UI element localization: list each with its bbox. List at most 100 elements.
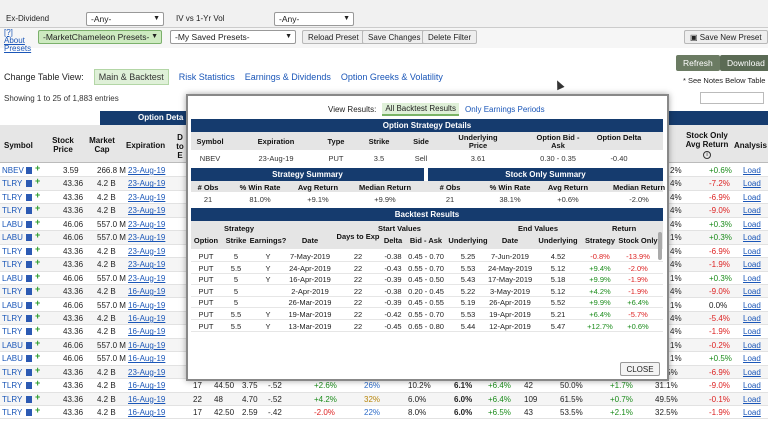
chart-icon[interactable]: [24, 287, 32, 296]
add-icon[interactable]: +: [35, 203, 41, 214]
add-icon[interactable]: +: [35, 351, 41, 362]
load-link[interactable]: Load: [743, 179, 761, 189]
expiration-link[interactable]: 16-Aug-19: [128, 313, 166, 323]
chart-icon[interactable]: [24, 166, 32, 175]
symbol-link[interactable]: TLRY: [2, 246, 23, 256]
expiration-link[interactable]: 23-Aug-19: [128, 233, 166, 243]
load-link[interactable]: Load: [743, 367, 761, 377]
add-icon[interactable]: +: [35, 216, 41, 227]
expiration-link[interactable]: 23-Aug-19: [128, 273, 166, 283]
expiration-link[interactable]: 23-Aug-19: [128, 260, 166, 270]
chart-icon[interactable]: [24, 193, 32, 202]
col-stock-price[interactable]: Stock Price: [52, 136, 74, 154]
chart-icon[interactable]: [24, 341, 32, 350]
symbol-link[interactable]: TLRY: [2, 408, 23, 418]
symbol-link[interactable]: TLRY: [2, 179, 23, 189]
tab-option-greeks[interactable]: Option Greeks & Volatility: [340, 72, 443, 82]
add-icon[interactable]: +: [35, 284, 41, 295]
chart-icon[interactable]: [24, 260, 32, 269]
tab-main-backtest[interactable]: Main & Backtest: [93, 69, 169, 85]
tab-risk-statistics[interactable]: Risk Statistics: [178, 72, 235, 82]
load-link[interactable]: Load: [743, 340, 761, 350]
add-icon[interactable]: +: [35, 337, 41, 348]
table-search-input[interactable]: [700, 92, 764, 104]
expiration-link[interactable]: 16-Aug-19: [128, 408, 166, 418]
add-icon[interactable]: +: [35, 391, 41, 402]
load-link[interactable]: Load: [743, 206, 761, 216]
chart-icon[interactable]: [24, 395, 32, 404]
symbol-link[interactable]: NBEV: [2, 166, 24, 175]
symbol-link[interactable]: LABU: [2, 273, 23, 283]
info-icon[interactable]: i: [703, 151, 711, 159]
chart-icon[interactable]: [24, 314, 32, 323]
add-icon[interactable]: +: [35, 364, 41, 375]
expiration-link[interactable]: 16-Aug-19: [128, 300, 166, 310]
symbol-link[interactable]: LABU: [2, 354, 23, 364]
expiration-link[interactable]: 16-Aug-19: [128, 340, 166, 350]
symbol-link[interactable]: TLRY: [2, 367, 23, 377]
symbol-link[interactable]: LABU: [2, 219, 23, 229]
expiration-link[interactable]: 16-Aug-19: [128, 327, 166, 337]
add-icon[interactable]: +: [35, 324, 41, 335]
load-link[interactable]: Load: [743, 273, 761, 283]
load-link[interactable]: Load: [743, 260, 761, 270]
expiration-link[interactable]: 23-Aug-19: [128, 179, 166, 189]
load-link[interactable]: Load: [743, 327, 761, 337]
tab-all-backtest[interactable]: All Backtest Results: [382, 103, 460, 116]
expiration-link[interactable]: 23-Aug-19: [128, 367, 166, 377]
download-button[interactable]: Download: [720, 55, 768, 71]
load-link[interactable]: Load: [743, 354, 761, 364]
chart-icon[interactable]: [24, 301, 32, 310]
load-link[interactable]: Load: [743, 313, 761, 323]
mc-presets-select[interactable]: -MarketChameleon Presets- ▼: [38, 30, 162, 44]
expiration-link[interactable]: 16-Aug-19: [128, 287, 166, 297]
add-icon[interactable]: +: [35, 230, 41, 241]
chart-icon[interactable]: [24, 408, 32, 417]
load-link[interactable]: Load: [743, 287, 761, 297]
expiration-link[interactable]: 23-Aug-19: [128, 246, 166, 256]
save-changes-button[interactable]: Save Changes: [362, 30, 427, 44]
expiration-link[interactable]: 23-Aug-19: [128, 219, 166, 229]
chart-icon[interactable]: [24, 327, 32, 336]
add-icon[interactable]: +: [35, 163, 41, 173]
expiration-link[interactable]: 23-Aug-19: [128, 206, 166, 216]
add-icon[interactable]: +: [35, 297, 41, 308]
chart-icon[interactable]: [24, 274, 32, 283]
load-link[interactable]: Load: [743, 246, 761, 256]
add-icon[interactable]: +: [35, 257, 41, 268]
symbol-link[interactable]: TLRY: [2, 287, 23, 297]
symbol-link[interactable]: LABU: [2, 300, 23, 310]
load-link[interactable]: Load: [743, 408, 761, 418]
reload-preset-button[interactable]: Reload Preset: [302, 30, 365, 44]
col-expiration[interactable]: Expiration: [126, 141, 166, 150]
save-new-preset-button[interactable]: ▣ Save New Preset: [684, 30, 768, 44]
delete-filter-button[interactable]: Delete Filter: [422, 30, 478, 44]
symbol-link[interactable]: TLRY: [2, 381, 23, 391]
load-link[interactable]: Load: [743, 219, 761, 229]
symbol-link[interactable]: TLRY: [2, 394, 23, 404]
load-link[interactable]: Load: [743, 192, 761, 202]
ex-dividend-select[interactable]: -Any- ▼: [86, 12, 164, 26]
expiration-link[interactable]: 16-Aug-19: [128, 394, 166, 404]
about-presets-link[interactable]: [?] About Presets: [4, 28, 32, 53]
expiration-link[interactable]: 16-Aug-19: [128, 381, 166, 391]
chart-icon[interactable]: [24, 368, 32, 377]
load-link[interactable]: Load: [743, 394, 761, 404]
symbol-link[interactable]: LABU: [2, 233, 23, 243]
iv-select[interactable]: -Any- ▼: [274, 12, 354, 26]
col-market-cap[interactable]: Market Cap: [89, 136, 115, 154]
load-link[interactable]: Load: [743, 166, 761, 175]
load-link[interactable]: Load: [743, 233, 761, 243]
add-icon[interactable]: +: [35, 378, 41, 389]
add-icon[interactable]: +: [35, 176, 41, 187]
symbol-link[interactable]: TLRY: [2, 313, 23, 323]
symbol-link[interactable]: LABU: [2, 340, 23, 350]
load-link[interactable]: Load: [743, 300, 761, 310]
add-icon[interactable]: +: [35, 189, 41, 200]
modal-scrollbar[interactable]: [658, 232, 662, 260]
symbol-link[interactable]: TLRY: [2, 192, 23, 202]
expiration-link[interactable]: 16-Aug-19: [128, 354, 166, 364]
add-icon[interactable]: +: [35, 270, 41, 281]
chart-icon[interactable]: [24, 381, 32, 390]
